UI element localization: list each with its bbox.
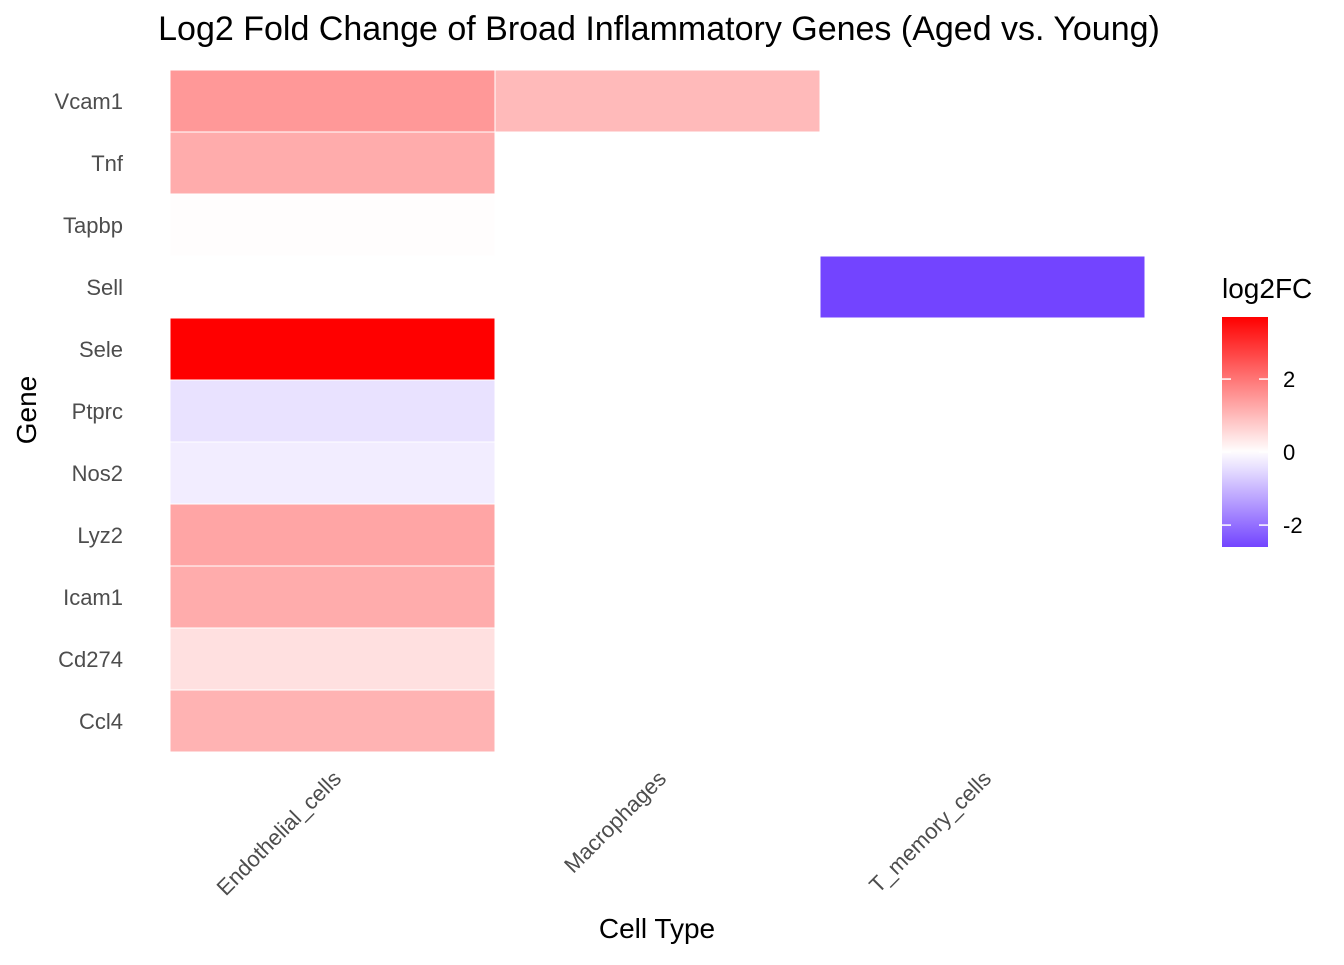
legend: log2FC -2 0 2 [1222,273,1312,547]
y-tick-label-tapbp: Tapbp [63,213,123,238]
heatmap-cell-tapbp-endothelial-cells [169,193,496,257]
x-tick-label-t-memory-cells: T_memory_cells [864,766,996,898]
heatmap-cell-ccl4-endothelial-cells [169,689,496,753]
y-axis-tick-labels: Vcam1 Tnf Tapbp Sell Sele Ptprc Nos2 Lyz2 Icam1 C… [55,89,124,734]
y-tick-label-vcam1: Vcam1 [55,89,123,114]
heatmap-cell-cd274-endothelial-cells [169,627,496,691]
legend-title: log2FC [1222,273,1312,304]
legend-ticks: -2 0 2 [1222,367,1303,538]
y-axis-title: Gene [11,376,42,445]
y-tick-label-lyz2: Lyz2 [77,523,123,548]
heatmap-cell-nos2-endothelial-cells [169,441,496,505]
y-tick-label-nos2: Nos2 [72,461,123,486]
heatmap-cell-ptprc-endothelial-cells [169,379,496,443]
heatmap-cell-sell-t-memory-cells [819,255,1146,319]
heatmap-cell-vcam1-macrophages [494,69,821,133]
heatmap-cells [169,69,1146,753]
heatmap-cell-lyz2-endothelial-cells [169,503,496,567]
heatmap-cell-vcam1-endothelial-cells [169,69,496,133]
legend-tick-label-0: 0 [1283,440,1295,465]
heatmap-cell-sele-endothelial-cells [169,317,496,381]
x-tick-label-endothelial-cells: Endothelial_cells [212,766,346,900]
y-tick-label-ccl4: Ccl4 [79,709,123,734]
legend-colorbar [1222,317,1268,547]
legend-tick-label-neg2: -2 [1283,513,1303,538]
y-tick-label-icam1: Icam1 [63,585,123,610]
x-tick-label-macrophages: Macrophages [559,766,671,878]
y-tick-label-ptprc: Ptprc [72,399,123,424]
x-axis-tick-labels: Endothelial_cells Macrophages T_memory_cel… [212,766,996,900]
x-axis-title: Cell Type [599,913,715,944]
y-tick-label-sell: Sell [86,275,123,300]
y-tick-label-tnf: Tnf [91,151,124,176]
legend-tick-label-2: 2 [1283,367,1295,392]
heatmap-cell-icam1-endothelial-cells [169,565,496,629]
y-tick-label-cd274: Cd274 [58,647,123,672]
heatmap-cell-tnf-endothelial-cells [169,131,496,195]
y-tick-label-sele: Sele [79,337,123,362]
chart-title: Log2 Fold Change of Broad Inflammatory G… [158,10,1160,48]
